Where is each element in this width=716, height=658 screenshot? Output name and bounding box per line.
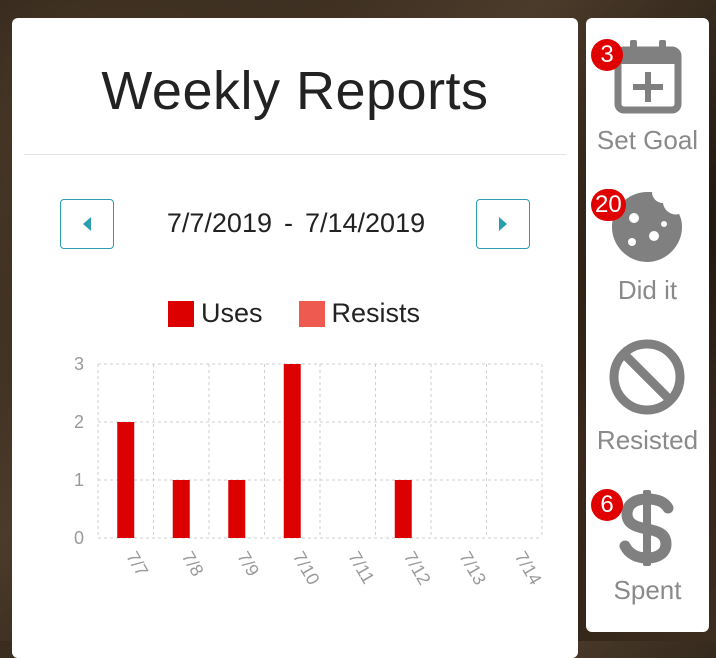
legend-swatch-uses [168,300,194,327]
date-range-start: 7/7/2019 [166,208,272,238]
resisted-label: Resisted [596,425,699,455]
x-tick-label: 7/9 [233,548,263,580]
weekly-reports-card: Weekly Reports 7/7/2019-7/14/2019 Uses R… [12,18,578,658]
caret-right-icon [499,217,507,231]
dollar-icon [619,490,674,566]
x-tick-label: 7/7 [122,548,152,580]
resisted-button[interactable]: Resisted [586,326,709,466]
set-goal-label: Set Goal [596,125,699,155]
y-tick-label: 0 [74,528,84,548]
page-title: Weekly Reports [101,61,489,121]
y-tick-label: 2 [74,412,84,432]
cookie-icon [612,192,682,262]
did-it-badge: 20 [591,189,626,221]
legend-item-resists[interactable]: Resists [298,298,421,329]
chart-legend: Uses Resists [168,298,456,329]
date-range-separator: - [283,208,293,238]
action-sidebar: 3 Set Goal 20 Did it Resisted 6 Spent [586,18,709,632]
set-goal-badge: 3 [591,39,623,71]
legend-swatch-resists [298,300,325,327]
x-tick-label: 7/13 [455,548,490,588]
spent-badge: 6 [591,489,623,521]
y-tick-label: 3 [74,354,84,374]
x-tick-label: 7/12 [400,548,435,588]
x-tick-label: 7/10 [289,548,324,588]
y-tick-label: 1 [74,470,84,490]
ban-icon [609,339,685,415]
legend-label-resists: Resists [331,298,421,328]
date-range: 7/7/2019-7/14/2019 [116,208,476,239]
did-it-label: Did it [617,275,678,305]
legend-item-uses[interactable]: Uses [168,298,263,329]
previous-week-button[interactable] [60,199,114,249]
bar-uses-7-12 [394,480,412,538]
legend-label-uses: Uses [201,298,263,328]
date-range-end: 7/14/2019 [304,208,426,238]
x-tick-label: 7/11 [344,548,378,587]
calendar-plus-icon [614,40,682,114]
weekly-bar-chart: 0 1 2 3 7/7 7/8 7/9 7/10 7/11 7/12 7/13 7/14 [74,354,546,588]
set-goal-button[interactable]: 3 Set Goal [586,26,709,166]
next-week-button[interactable] [476,199,530,249]
bar-uses-7-7 [117,422,135,538]
bar-uses-7-8 [172,480,190,538]
x-tick-label: 7/8 [178,548,208,580]
spent-label: Spent [613,575,682,605]
spent-button[interactable]: 6 Spent [586,476,709,616]
divider [24,154,566,155]
bar-uses-7-10 [283,364,301,538]
caret-left-icon [83,217,91,231]
bar-uses-7-9 [228,480,246,538]
x-tick-label: 7/14 [511,548,546,588]
did-it-button[interactable]: 20 Did it [586,176,709,316]
